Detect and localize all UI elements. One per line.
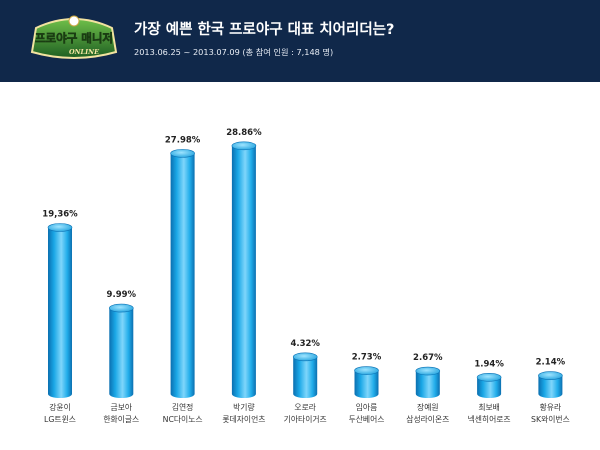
bar-cap bbox=[231, 141, 257, 151]
page-title: 가장 예쁜 한국 프로야구 대표 치어리더는? bbox=[134, 22, 395, 38]
category-label-team: 두산베어스 bbox=[349, 414, 385, 424]
category-label-name: 금보아 bbox=[111, 402, 133, 412]
value-label: 2.14% bbox=[536, 358, 566, 368]
bar-body bbox=[415, 371, 440, 398]
value-label: 27.98% bbox=[165, 135, 201, 145]
bar-2: 27.98% 김연정 NC다이노스 bbox=[163, 135, 203, 424]
bar-body bbox=[48, 227, 72, 398]
value-label: 19,36% bbox=[42, 210, 78, 220]
logo-text: 프로야구 매니저 bbox=[35, 31, 113, 45]
bar-body bbox=[538, 375, 563, 398]
chart-header: 프로야구 매니저 ONLINE 가장 예쁜 한국 프로야구 대표 치어리더는? … bbox=[0, 0, 600, 82]
category-label-team: 기아타이거즈 bbox=[284, 414, 327, 424]
category-label-name: 오로라 bbox=[294, 403, 316, 412]
value-label: 2.73% bbox=[352, 353, 382, 363]
page-subtitle: 2013.06.25 ~ 2013.07.09 (총 참여 인원 : 7,148… bbox=[134, 47, 334, 57]
bar-body bbox=[170, 153, 195, 398]
category-label-team: NC다이노스 bbox=[163, 414, 203, 424]
value-label: 28.86% bbox=[226, 128, 262, 138]
bar-cap bbox=[292, 352, 318, 362]
bar-body bbox=[354, 370, 379, 398]
category-label-name: 최보배 bbox=[478, 402, 500, 412]
bar-cap bbox=[476, 373, 502, 382]
category-label-team: 삼성라이온즈 bbox=[406, 414, 449, 424]
category-label-name: 임아름 bbox=[356, 402, 378, 412]
bar-8: 2.14% 황유라 SK와이번스 bbox=[531, 358, 570, 424]
category-label-name: 황유라 bbox=[540, 402, 562, 412]
bar-body bbox=[109, 308, 134, 398]
category-label-team: SK와이번스 bbox=[531, 414, 570, 424]
category-label-team: 넥센히어로즈 bbox=[468, 414, 511, 424]
category-label-team: 한화이글스 bbox=[103, 414, 139, 424]
category-label-name: 박기량 bbox=[233, 402, 255, 412]
bar-cap bbox=[415, 366, 441, 376]
value-label: 9.99% bbox=[107, 290, 137, 300]
bar-body bbox=[293, 356, 318, 398]
logo-subtext: ONLINE bbox=[69, 48, 100, 56]
bar-cap bbox=[354, 366, 379, 375]
bar-cap bbox=[538, 371, 563, 380]
game-logo-badge: 프로야구 매니저 ONLINE bbox=[30, 15, 118, 59]
value-label: 2.67% bbox=[413, 353, 443, 363]
bar-cap bbox=[170, 149, 195, 158]
bar-0: 19,36% 강윤이 LG트윈스 bbox=[42, 210, 78, 424]
value-label: 1.94% bbox=[474, 359, 504, 369]
category-label-team: LG트윈스 bbox=[44, 415, 76, 424]
category-label-team: 롯데자이언츠 bbox=[222, 414, 265, 424]
bar-cap bbox=[47, 223, 73, 232]
bar-body bbox=[231, 145, 256, 398]
category-label-name: 장예원 bbox=[417, 402, 439, 412]
value-label: 4.32% bbox=[290, 339, 320, 349]
bar-cap bbox=[109, 303, 134, 313]
bar-body bbox=[477, 377, 502, 398]
category-label-name: 강윤이 bbox=[49, 402, 71, 412]
category-label-name: 김연정 bbox=[172, 402, 194, 412]
